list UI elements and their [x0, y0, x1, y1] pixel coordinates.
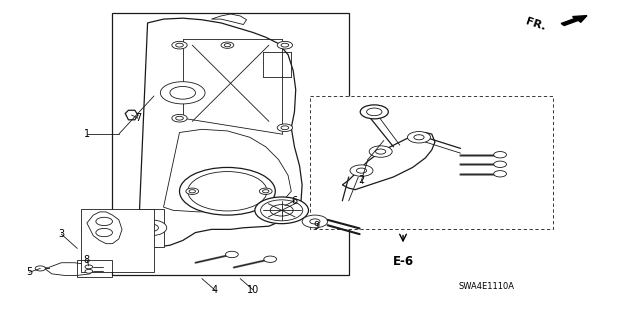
- Polygon shape: [87, 212, 122, 244]
- Circle shape: [224, 44, 230, 47]
- Circle shape: [310, 219, 320, 224]
- Text: 1: 1: [84, 129, 90, 139]
- Text: 2: 2: [358, 175, 365, 185]
- Text: 6: 6: [291, 196, 298, 206]
- Circle shape: [277, 41, 292, 49]
- Circle shape: [493, 171, 506, 177]
- Bar: [81, 209, 154, 272]
- Circle shape: [277, 124, 292, 131]
- Text: FR.: FR.: [524, 17, 547, 33]
- Circle shape: [270, 204, 293, 216]
- Circle shape: [85, 265, 93, 269]
- Circle shape: [414, 135, 424, 140]
- Text: 4: 4: [212, 285, 218, 295]
- Circle shape: [161, 82, 205, 104]
- Text: 10: 10: [247, 285, 259, 295]
- Bar: [310, 96, 553, 229]
- Text: E-6: E-6: [392, 255, 413, 268]
- Circle shape: [367, 108, 382, 116]
- Circle shape: [85, 269, 93, 273]
- Circle shape: [96, 228, 113, 237]
- Circle shape: [493, 152, 506, 158]
- Circle shape: [260, 200, 303, 221]
- Polygon shape: [211, 14, 246, 25]
- Polygon shape: [138, 209, 164, 247]
- Bar: [113, 13, 349, 275]
- Circle shape: [172, 41, 187, 49]
- Circle shape: [35, 266, 45, 271]
- Circle shape: [135, 220, 167, 236]
- Text: 3: 3: [58, 229, 65, 239]
- Circle shape: [96, 217, 113, 226]
- Circle shape: [186, 188, 198, 195]
- Circle shape: [259, 188, 272, 195]
- Circle shape: [225, 251, 238, 258]
- Circle shape: [356, 168, 367, 173]
- Polygon shape: [342, 132, 435, 190]
- Circle shape: [189, 190, 195, 193]
- Circle shape: [281, 43, 289, 47]
- Circle shape: [281, 126, 289, 130]
- Circle shape: [493, 161, 506, 167]
- Text: 8: 8: [84, 255, 90, 264]
- Circle shape: [170, 86, 195, 99]
- FancyArrow shape: [561, 16, 587, 26]
- Circle shape: [175, 116, 183, 120]
- Circle shape: [188, 172, 267, 211]
- Circle shape: [302, 215, 328, 228]
- Polygon shape: [45, 263, 93, 275]
- Circle shape: [143, 224, 159, 232]
- Circle shape: [172, 115, 187, 122]
- Circle shape: [369, 146, 392, 157]
- Text: 7: 7: [135, 113, 141, 123]
- Circle shape: [179, 167, 275, 215]
- Circle shape: [175, 43, 183, 47]
- Polygon shape: [138, 18, 302, 247]
- Circle shape: [262, 190, 269, 193]
- Circle shape: [376, 149, 386, 154]
- Circle shape: [264, 256, 276, 263]
- Circle shape: [255, 197, 308, 224]
- Circle shape: [350, 165, 373, 176]
- Polygon shape: [125, 110, 138, 120]
- Text: SWA4E1110A: SWA4E1110A: [458, 282, 514, 291]
- Text: 5: 5: [26, 267, 33, 277]
- Circle shape: [221, 42, 234, 48]
- Circle shape: [408, 131, 431, 143]
- Text: 9: 9: [314, 221, 320, 231]
- Circle shape: [360, 105, 388, 119]
